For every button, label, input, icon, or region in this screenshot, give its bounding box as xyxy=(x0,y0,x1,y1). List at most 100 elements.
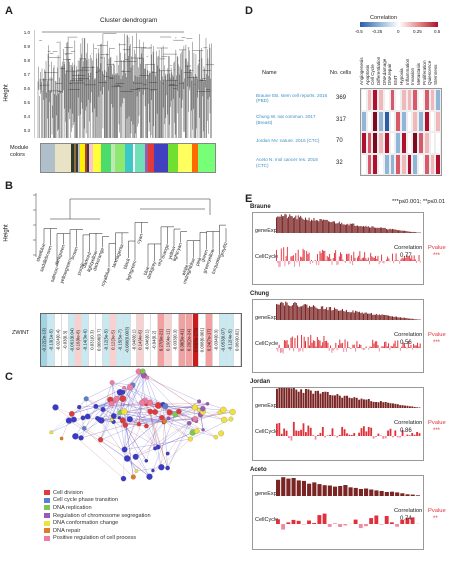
ytick: 0.6 xyxy=(23,86,30,91)
heatmap-cell xyxy=(412,132,419,154)
heatmap-cell xyxy=(372,132,379,154)
heatmap-row: Chung W. nat commun. 2017 (Breast) 317 xyxy=(256,110,356,130)
ytick: 0.4 xyxy=(23,114,30,119)
heatmap-cell xyxy=(366,153,373,175)
zwint-value: 0.098(0.001) xyxy=(199,327,205,353)
zwint-value: -0.033(0.3) xyxy=(172,329,178,351)
zwint-value: 0.29(2e-24) xyxy=(186,328,192,352)
heatmap-column-label: Inflammation xyxy=(404,58,410,85)
heatmap-column-label: Cell Cycle xyxy=(370,64,376,85)
dataset-name[interactable]: Braune EB. stem cell reports. 2016 (PBD) xyxy=(256,92,328,103)
module-color-segment xyxy=(74,144,76,172)
ytick: 0.5 xyxy=(23,100,30,105)
cellcycle-label: CellCycle xyxy=(255,517,279,523)
panel-d-heatmap xyxy=(360,88,442,176)
heatmap-cell xyxy=(378,132,384,154)
module-color-segment xyxy=(80,144,85,172)
module-color-segment xyxy=(55,144,71,172)
zwint-value: -0.034(0.3) xyxy=(213,329,219,351)
zwint-cell: -0.03(0.3) xyxy=(61,314,69,366)
heatmap-cell xyxy=(389,89,396,111)
panel-d-label: D xyxy=(245,5,253,17)
ytick: 0.9 xyxy=(23,44,30,49)
heatmap-cell xyxy=(406,153,413,175)
panel-e-label: E xyxy=(245,193,253,205)
legend-item: DNA conformation change xyxy=(44,519,151,527)
zwint-value: 0.069(0.02) xyxy=(234,329,240,351)
heatmap-cell xyxy=(378,110,384,132)
module-leaf-label: yellow xyxy=(167,245,177,260)
module-leaf-label: magenta xyxy=(113,243,125,263)
heatmap-cell xyxy=(378,89,384,111)
heatmap-row: Aceto N. mol cancer res. 2018 (CTC) 32 xyxy=(256,153,356,173)
dataset-name[interactable]: Aceto N. mol cancer res. 2018 (CTC) xyxy=(256,157,318,168)
module-leaf-label: red xyxy=(156,258,164,267)
module-leaf-label: green xyxy=(200,249,210,263)
module-color-segment xyxy=(115,144,125,172)
legend-swatch xyxy=(44,490,50,496)
heatmap-cell xyxy=(389,153,396,175)
dataset-title: Jordan xyxy=(250,379,271,385)
module-color-segment xyxy=(87,144,89,172)
zwint-cell: -0.12(5e-5) xyxy=(103,314,110,366)
legend-text: Cell cycle phase transition xyxy=(53,497,118,504)
pvalue-stars: ** xyxy=(433,516,438,522)
zwint-cell: 0.098(0.001) xyxy=(199,314,207,366)
zwint-cell: -0.048(0.1) xyxy=(130,314,138,366)
module-leaf-label: tan xyxy=(111,260,119,269)
zwint-value: 0.38(5e-41) xyxy=(179,328,185,352)
zwint-value: 0.12(3e-5) xyxy=(110,330,116,350)
panel-e-significance: ***p≤0.001; **p≤0.01 xyxy=(392,199,446,205)
module-color-segment xyxy=(178,144,192,172)
zwint-cell: -0.22(2e-13) xyxy=(41,314,48,366)
cellcycle-label: CellCycle xyxy=(255,254,279,260)
dataset-name[interactable]: Jordan NV. nature. 2016 (CTC) xyxy=(256,138,320,144)
heatmap-cell xyxy=(429,110,436,132)
heatmap-cell xyxy=(383,153,390,175)
module-leaf-label: yellowgreen xyxy=(59,258,74,284)
zwint-cell: -0.13(1e-5) xyxy=(47,314,55,366)
heatmap-cell xyxy=(418,110,424,132)
heatmap-cell xyxy=(383,132,390,154)
legend-item: Cell division xyxy=(44,489,151,497)
zwint-cell: 0.29(2e-24) xyxy=(185,314,193,366)
heatmap-cell xyxy=(361,89,367,111)
zwint-cell: -0.034(0.3) xyxy=(213,314,221,366)
dataset-name[interactable]: Chung W. nat commun. 2017 (Breast) xyxy=(256,114,316,125)
zwint-value: 0.24(7e-17) xyxy=(206,328,212,352)
zwint-cell: -0.061(0.04) xyxy=(68,314,76,366)
zwint-cell: -0.14(3e-6) xyxy=(82,314,90,366)
zwint-cell: -0.024(0.4) xyxy=(54,314,62,366)
track-bars xyxy=(276,477,420,530)
zwint-value: -0.061(0.04) xyxy=(69,328,74,352)
zwint-value: -0.053(0.07) xyxy=(220,328,226,352)
zwint-value: -0.048(0.1) xyxy=(131,329,137,351)
panel-c-legend: Cell division Cell cycle phase transition… xyxy=(44,489,151,542)
zwint-cell: -0.053(0.07) xyxy=(220,314,228,366)
module-color-segment xyxy=(89,144,93,172)
pvalue-label: Pvalue xyxy=(428,508,446,514)
correlation-label: Correlation xyxy=(394,332,423,338)
legend-item: Cell cycle phase transition xyxy=(44,497,151,505)
correlation-value: 0.56 xyxy=(400,340,412,346)
panel-a-rowlabel: Module colors xyxy=(10,145,29,158)
heatmap-cell xyxy=(401,132,407,154)
zwint-cell: 0.12(3e-5) xyxy=(109,314,117,366)
correlation-value: 0.77 xyxy=(400,253,412,259)
zwint-cell: 0.38(5e-41) xyxy=(178,314,186,366)
correlation-value: 0.86 xyxy=(400,428,412,434)
panel-a-title: Cluster dendrogram xyxy=(100,17,158,24)
zwint-value: -0.04(0.2) xyxy=(151,330,157,350)
track-bars xyxy=(276,301,421,354)
heatmap-cell xyxy=(383,89,390,111)
legend-text: DNA replication xyxy=(53,504,92,511)
correlation-label: Correlation xyxy=(394,245,423,251)
geneexp-label: geneExp xyxy=(255,491,277,497)
colorbar-tick: 0.5 xyxy=(434,29,441,34)
heatmap-cell xyxy=(423,110,430,132)
panel-b-label: B xyxy=(5,180,13,192)
heatmap-cell xyxy=(406,89,413,111)
module-leaf-label: brown xyxy=(70,246,80,261)
module-leaf-label: black xyxy=(122,257,132,270)
heatmap-cell xyxy=(366,110,373,132)
